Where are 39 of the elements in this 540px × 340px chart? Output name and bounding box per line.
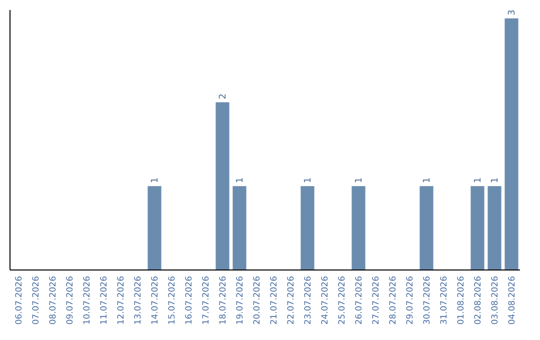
- x-tick-label: 13.07.2026: [134, 276, 144, 325]
- data-label: 1: [474, 177, 484, 184]
- x-tick-label: 21.07.2026: [270, 276, 280, 325]
- x-tick-label: 07.07.2026: [32, 276, 42, 325]
- data-label: 2: [218, 94, 228, 100]
- data-label: 1: [304, 177, 314, 184]
- x-tick-label: 23.07.2026: [304, 276, 314, 325]
- x-tick-label: 27.07.2026: [372, 276, 382, 325]
- x-tick-label: 28.07.2026: [388, 276, 398, 325]
- x-tick-label: 09.07.2026: [66, 276, 76, 325]
- data-label: 1: [236, 177, 246, 184]
- x-tick-label: 16.07.2026: [184, 276, 194, 325]
- x-tick-label: 19.07.2026: [236, 276, 246, 325]
- data-label: 1: [150, 177, 160, 184]
- x-tick-label: 29.07.2026: [406, 276, 416, 325]
- x-tick-label: 24.07.2026: [320, 276, 330, 325]
- x-tick-label: 15.07.2026: [168, 276, 178, 325]
- x-tick-label: 26.07.2026: [354, 276, 364, 325]
- data-label: 1: [354, 177, 364, 184]
- x-tick-label: 12.07.2026: [116, 276, 126, 325]
- data-label: 1: [422, 177, 432, 184]
- x-tick-label: 06.07.2026: [14, 276, 24, 325]
- x-tick-label: 02.08.2026: [474, 276, 484, 325]
- x-tick-label: 10.07.2026: [82, 276, 92, 325]
- x-tick-label: 11.07.2026: [100, 276, 110, 325]
- x-tick-label: 20.07.2026: [252, 276, 262, 325]
- data-label: 1: [490, 177, 500, 184]
- x-tick-label: 01.08.2026: [456, 276, 466, 325]
- data-label: 3: [508, 10, 518, 16]
- x-tick-label: 31.07.2026: [440, 276, 450, 325]
- x-tick-label: 08.07.2026: [48, 276, 58, 325]
- x-tick-label: 17.07.2026: [202, 276, 212, 325]
- x-tick-label: 22.07.2026: [286, 276, 296, 325]
- x-tick-label: 25.07.2026: [338, 276, 348, 325]
- x-tick-label: 30.07.2026: [422, 276, 432, 325]
- x-tick-label: 18.07.2026: [218, 276, 228, 325]
- x-tick-label: 04.08.2026: [508, 276, 518, 325]
- x-tick-label: 14.07.2026: [150, 276, 160, 325]
- x-tick-label: 03.08.2026: [490, 276, 500, 325]
